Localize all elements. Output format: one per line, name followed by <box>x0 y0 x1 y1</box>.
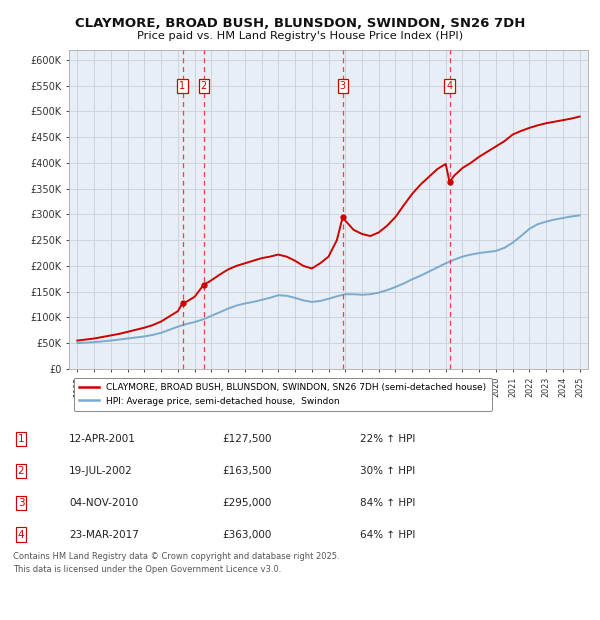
Text: 1: 1 <box>179 81 185 91</box>
Text: £363,000: £363,000 <box>222 529 271 539</box>
Legend: CLAYMORE, BROAD BUSH, BLUNSDON, SWINDON, SN26 7DH (semi-detached house), HPI: Av: CLAYMORE, BROAD BUSH, BLUNSDON, SWINDON,… <box>74 378 491 411</box>
Text: 30% ↑ HPI: 30% ↑ HPI <box>360 466 415 476</box>
Text: 84% ↑ HPI: 84% ↑ HPI <box>360 498 415 508</box>
Text: 23-MAR-2017: 23-MAR-2017 <box>69 529 139 539</box>
Text: 3: 3 <box>17 498 25 508</box>
Text: £295,000: £295,000 <box>222 498 271 508</box>
Text: Contains HM Land Registry data © Crown copyright and database right 2025.
This d: Contains HM Land Registry data © Crown c… <box>13 552 340 574</box>
Text: 2: 2 <box>200 81 207 91</box>
Text: £127,500: £127,500 <box>222 434 271 444</box>
Text: 04-NOV-2010: 04-NOV-2010 <box>69 498 138 508</box>
Text: 1: 1 <box>17 434 25 444</box>
Text: 19-JUL-2002: 19-JUL-2002 <box>69 466 133 476</box>
Text: 64% ↑ HPI: 64% ↑ HPI <box>360 529 415 539</box>
Text: 4: 4 <box>17 529 25 539</box>
Text: 4: 4 <box>446 81 452 91</box>
Text: Price paid vs. HM Land Registry's House Price Index (HPI): Price paid vs. HM Land Registry's House … <box>137 31 463 41</box>
Text: 22% ↑ HPI: 22% ↑ HPI <box>360 434 415 444</box>
Text: 2: 2 <box>17 466 25 476</box>
Text: £163,500: £163,500 <box>222 466 271 476</box>
Text: 12-APR-2001: 12-APR-2001 <box>69 434 136 444</box>
Text: 3: 3 <box>340 81 346 91</box>
Text: CLAYMORE, BROAD BUSH, BLUNSDON, SWINDON, SN26 7DH: CLAYMORE, BROAD BUSH, BLUNSDON, SWINDON,… <box>75 17 525 30</box>
